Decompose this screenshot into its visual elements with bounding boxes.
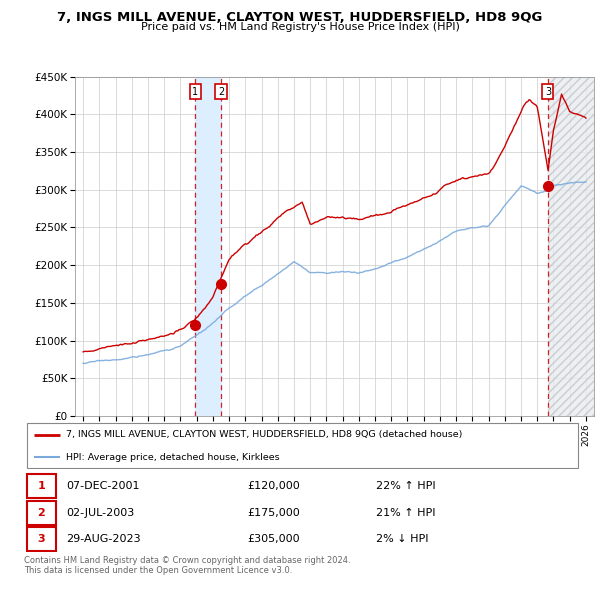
Text: HPI: Average price, detached house, Kirklees: HPI: Average price, detached house, Kirk… bbox=[66, 453, 280, 462]
Text: Price paid vs. HM Land Registry's House Price Index (HPI): Price paid vs. HM Land Registry's House … bbox=[140, 22, 460, 32]
Text: 02-JUL-2003: 02-JUL-2003 bbox=[66, 507, 134, 517]
FancyBboxPatch shape bbox=[27, 501, 56, 525]
Text: 07-DEC-2001: 07-DEC-2001 bbox=[66, 481, 139, 491]
Text: 2: 2 bbox=[218, 87, 224, 97]
Bar bbox=[548, 77, 594, 416]
Text: 21% ↑ HPI: 21% ↑ HPI bbox=[376, 507, 435, 517]
Text: Contains HM Land Registry data © Crown copyright and database right 2024.
This d: Contains HM Land Registry data © Crown c… bbox=[24, 556, 350, 575]
Text: 1: 1 bbox=[192, 87, 199, 97]
Text: 7, INGS MILL AVENUE, CLAYTON WEST, HUDDERSFIELD, HD8 9QG (detached house): 7, INGS MILL AVENUE, CLAYTON WEST, HUDDE… bbox=[66, 430, 462, 439]
Text: 1: 1 bbox=[37, 481, 45, 491]
FancyBboxPatch shape bbox=[27, 527, 56, 551]
Text: £305,000: £305,000 bbox=[247, 534, 300, 544]
Text: 7, INGS MILL AVENUE, CLAYTON WEST, HUDDERSFIELD, HD8 9QG: 7, INGS MILL AVENUE, CLAYTON WEST, HUDDE… bbox=[58, 11, 542, 24]
Text: £120,000: £120,000 bbox=[247, 481, 300, 491]
FancyBboxPatch shape bbox=[27, 474, 56, 499]
Text: £175,000: £175,000 bbox=[247, 507, 300, 517]
Text: 3: 3 bbox=[545, 87, 551, 97]
Text: 2: 2 bbox=[37, 507, 45, 517]
Bar bbox=[548, 77, 594, 416]
Text: 22% ↑ HPI: 22% ↑ HPI bbox=[376, 481, 435, 491]
Text: 29-AUG-2023: 29-AUG-2023 bbox=[66, 534, 140, 544]
Text: 3: 3 bbox=[37, 534, 45, 544]
FancyBboxPatch shape bbox=[27, 423, 578, 468]
Bar bbox=[196, 77, 221, 416]
Text: 2% ↓ HPI: 2% ↓ HPI bbox=[376, 534, 428, 544]
